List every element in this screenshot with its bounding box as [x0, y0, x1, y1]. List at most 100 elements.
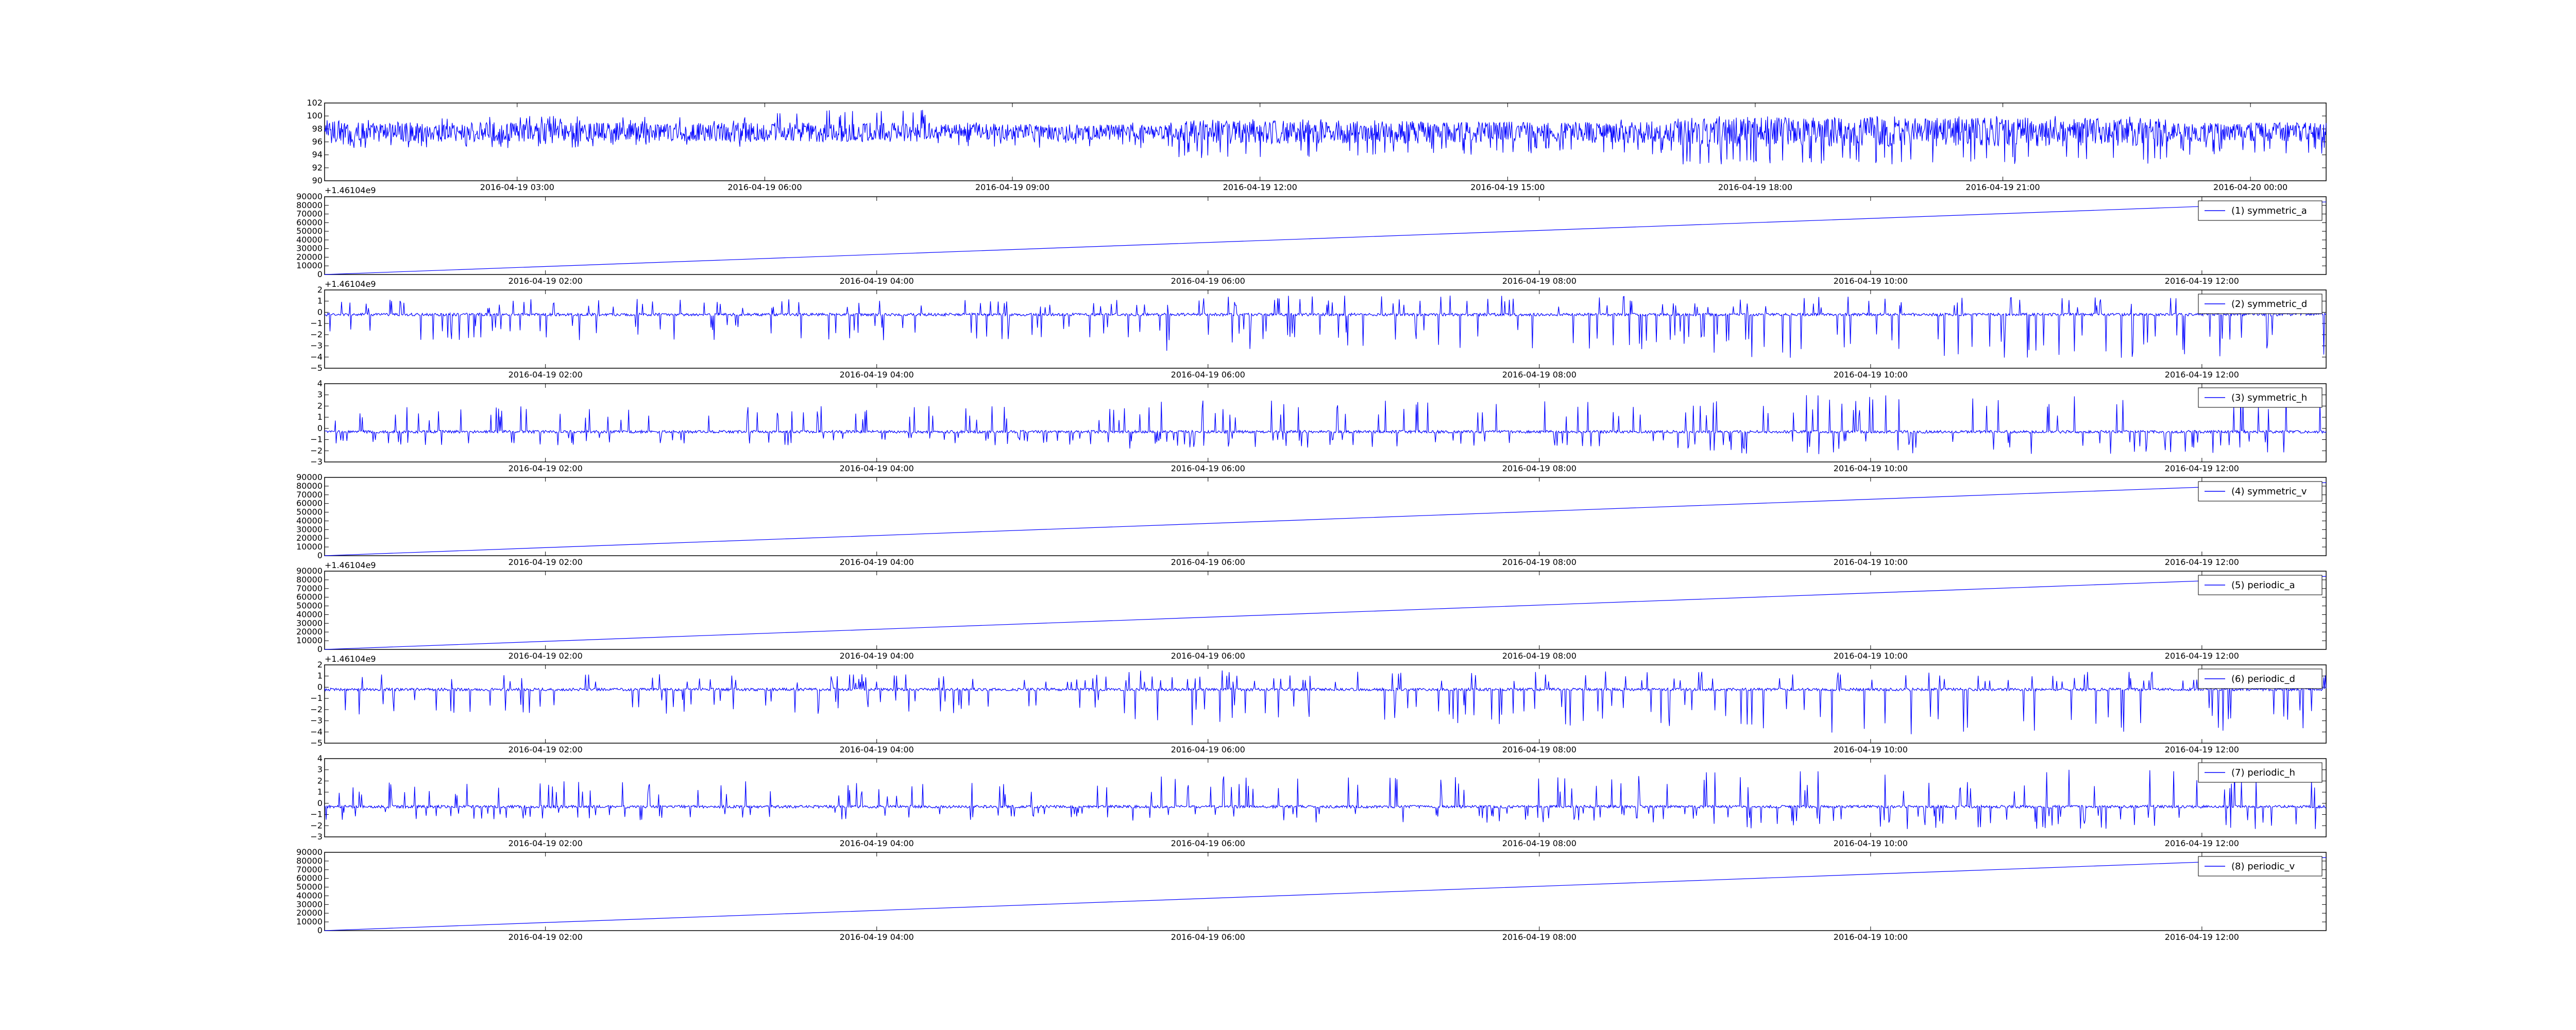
- legend-label: (5) periodic_a: [2231, 580, 2295, 591]
- y-tick-label: 92: [312, 163, 323, 173]
- subplot-2: 0100002000030000400005000060000700008000…: [296, 192, 2327, 289]
- y-tick-label: −5: [310, 738, 323, 748]
- subplot-9: 0100002000030000400005000060000700008000…: [296, 847, 2327, 942]
- x-tick-label: 2016-04-19 12:00: [2165, 651, 2239, 661]
- axis-offset-label: +1.46104e9: [325, 560, 376, 570]
- legend: (4) symmetric_v: [2198, 481, 2323, 502]
- subplot-1: 90 92 94 96 98 100 102 2016-04-19 03:00 2016-04-…: [307, 98, 2327, 195]
- y-tick-label: 0: [317, 644, 323, 654]
- x-tick-label: 2016-04-19 10:00: [1834, 276, 1908, 286]
- x-tick-label: 2016-04-19 18:00: [1718, 182, 1792, 192]
- x-tick-label: 2016-04-19 10:00: [1834, 932, 1908, 942]
- y-tick-label: −1: [310, 693, 323, 703]
- x-tick-label: 2016-04-19 12:00: [2165, 370, 2239, 380]
- x-tick-label: 2016-04-19 06:00: [1171, 276, 1245, 286]
- x-tick-label: 2016-04-19 08:00: [1502, 651, 1577, 661]
- y-tick-label: 30000: [296, 244, 323, 253]
- y-tick-label: 96: [312, 137, 323, 147]
- series-line: [324, 670, 2327, 734]
- x-tick-label: 2016-04-19 06:00: [1171, 464, 1245, 473]
- x-tick-label: 2016-04-19 06:00: [727, 182, 802, 192]
- x-tick-label: 2016-04-19 02:00: [509, 838, 583, 848]
- y-tick-label: 90000: [296, 566, 323, 576]
- x-tick-label: 2016-04-19 06:00: [1171, 745, 1245, 754]
- axes-frame: [324, 664, 2327, 744]
- legend-label: (3) symmetric_h: [2231, 392, 2307, 403]
- y-tick-label: 60000: [296, 499, 323, 508]
- x-tick-label: 2016-04-19 10:00: [1834, 838, 1908, 848]
- y-tick-label: 100: [307, 111, 323, 121]
- x-tick-label: 2016-04-19 04:00: [840, 557, 914, 567]
- y-tick-label: 0: [317, 307, 323, 317]
- y-tick-label: 70000: [296, 209, 323, 219]
- y-tick-label: 1: [317, 671, 323, 681]
- y-tick-label: −1: [310, 810, 323, 819]
- x-tick-label: 2016-04-19 08:00: [1502, 464, 1577, 473]
- y-tick-label: 50000: [296, 882, 323, 892]
- legend-label: (4) symmetric_v: [2231, 486, 2307, 497]
- x-tick-label: 2016-04-19 10:00: [1834, 370, 1908, 380]
- legend-label: (6) periodic_d: [2231, 674, 2295, 684]
- x-tick-label: 2016-04-19 02:00: [509, 276, 583, 286]
- y-tick-label: 1: [317, 296, 323, 306]
- x-tick-label: 2016-04-19 02:00: [509, 464, 583, 473]
- y-tick-label: 10000: [296, 542, 323, 552]
- subplot-6: 0100002000030000400005000060000700008000…: [296, 566, 2327, 664]
- x-tick-label: 2016-04-19 15:00: [1470, 182, 1545, 192]
- x-tick-label: 2016-04-19 12:00: [2165, 464, 2239, 473]
- x-tick-label: 2016-04-19 03:00: [480, 182, 554, 192]
- y-tick-label: −1: [310, 318, 323, 328]
- series-line: [324, 482, 2327, 556]
- subplot-4: −3 −2−1 01 23 4 2016-04-19 02:00 2016-04-19 04…: [310, 379, 2327, 473]
- y-tick-label: 30000: [296, 899, 323, 909]
- x-tick-label: 2016-04-19 04:00: [840, 464, 914, 473]
- legend: (2) symmetric_d: [2198, 294, 2323, 314]
- x-tick-label: 2016-04-19 04:00: [840, 276, 914, 286]
- y-tick-label: 98: [312, 124, 323, 133]
- y-tick-label: 10000: [296, 261, 323, 270]
- y-tick-label: 80000: [296, 200, 323, 210]
- y-tick-label: 50000: [296, 507, 323, 517]
- y-tick-label: 10000: [296, 917, 323, 926]
- x-tick-label: 2016-04-19 12:00: [2165, 557, 2239, 567]
- y-tick-label: 10000: [296, 636, 323, 645]
- series-line: [324, 110, 2327, 165]
- y-tick-label: −5: [310, 363, 323, 373]
- x-tick-label: 2016-04-19 06:00: [1171, 651, 1245, 661]
- series-line: [324, 857, 2327, 931]
- subplot-5: 0100002000030000400005000060000700008000…: [296, 472, 2327, 570]
- x-tick-label: 2016-04-19 02:00: [509, 932, 583, 942]
- x-tick-label: 2016-04-19 06:00: [1171, 557, 1245, 567]
- x-tick-label: 2016-04-19 06:00: [1171, 370, 1245, 380]
- y-tick-label: 40000: [296, 890, 323, 900]
- series-line: [324, 201, 2327, 275]
- y-tick-label: −2: [310, 445, 323, 455]
- series-line: [324, 576, 2327, 650]
- legend-label: (1) symmetric_a: [2231, 205, 2307, 216]
- x-tick-label: 2016-04-20 00:00: [2213, 182, 2287, 192]
- y-tick-label: 60000: [296, 592, 323, 602]
- y-tick-label: −3: [310, 457, 323, 467]
- x-tick-label: 2016-04-19 06:00: [1171, 932, 1245, 942]
- y-tick-label: 50000: [296, 601, 323, 611]
- y-tick-label: 40000: [296, 516, 323, 525]
- x-tick-label: 2016-04-19 12:00: [1223, 182, 1297, 192]
- y-tick-label: 30000: [296, 618, 323, 628]
- x-tick-label: 2016-04-19 08:00: [1502, 557, 1577, 567]
- y-tick-label: 2: [317, 776, 323, 785]
- y-tick-label: 80000: [296, 481, 323, 491]
- legend: (5) periodic_a: [2198, 575, 2323, 595]
- x-tick-label: 2016-04-19 08:00: [1502, 370, 1577, 380]
- y-tick-label: −3: [310, 341, 323, 351]
- series-line: [324, 295, 2327, 358]
- legend: (7) periodic_h: [2198, 762, 2323, 783]
- x-tick-label: 2016-04-19 08:00: [1502, 838, 1577, 848]
- y-tick-label: −4: [310, 352, 323, 362]
- y-tick-label: −1: [310, 435, 323, 444]
- axes-frame: [324, 196, 2327, 275]
- x-tick-label: 2016-04-19 10:00: [1834, 557, 1908, 567]
- y-tick-label: 20000: [296, 252, 323, 262]
- y-tick-label: 70000: [296, 865, 323, 874]
- axes-frame: [324, 289, 2327, 369]
